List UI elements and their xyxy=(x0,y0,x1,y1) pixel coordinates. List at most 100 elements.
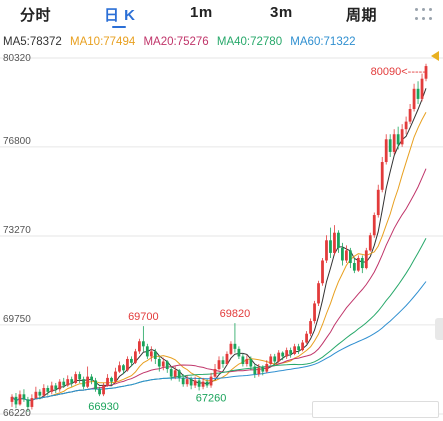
candle-body xyxy=(46,387,50,392)
candle-body xyxy=(408,109,412,122)
ma5-line xyxy=(11,88,427,402)
candle-body xyxy=(30,398,34,407)
ma40-label: MA40:72780 xyxy=(216,36,283,48)
candle-body xyxy=(233,343,237,349)
candle-body xyxy=(78,374,82,380)
candle-body xyxy=(106,377,109,386)
candle-body xyxy=(74,374,78,383)
candle-body xyxy=(229,343,233,354)
y-tick-label: 80320 xyxy=(3,53,31,64)
y-tick-label: 66220 xyxy=(3,408,31,419)
candle-body xyxy=(153,351,157,359)
candle-body xyxy=(376,189,380,216)
candle-body xyxy=(205,381,209,386)
candle-body xyxy=(98,389,101,395)
tab-1m[interactable]: 1m xyxy=(190,4,213,21)
candle-body xyxy=(237,348,241,357)
candle-body xyxy=(201,381,205,387)
candle-body xyxy=(34,391,38,399)
candle-body xyxy=(333,232,336,253)
price-annotation: 66930 xyxy=(88,401,119,413)
watermark xyxy=(312,401,439,418)
tab-daily-k[interactable]: 日 K xyxy=(104,7,136,24)
candle-body xyxy=(38,391,42,396)
candle-body xyxy=(137,341,141,352)
candle-body xyxy=(384,139,388,163)
candle-body xyxy=(301,342,304,351)
candle-body xyxy=(26,399,30,407)
candle-body xyxy=(337,232,340,248)
price-pointer-icon xyxy=(431,51,439,61)
candle-body xyxy=(424,66,428,79)
candle-body xyxy=(344,250,348,261)
tab-intraday[interactable]: 分时 xyxy=(20,7,52,24)
candle-body xyxy=(273,356,277,362)
more-grid-icon[interactable] xyxy=(415,8,435,22)
candle-body xyxy=(269,356,273,365)
candle-body xyxy=(213,369,217,377)
candle-body xyxy=(368,235,372,251)
candle-body xyxy=(341,247,344,261)
y-tick-label: 76800 xyxy=(3,136,31,147)
tab-3m[interactable]: 3m xyxy=(270,4,293,21)
candle-body xyxy=(293,346,297,354)
candle-body xyxy=(193,380,197,386)
candle-body xyxy=(372,215,376,236)
candle-body xyxy=(412,88,416,110)
candle-body xyxy=(157,358,161,367)
candle-body xyxy=(352,263,356,271)
ma10-label: MA10:77494 xyxy=(70,36,136,48)
candle-body xyxy=(54,385,58,390)
candle-body xyxy=(321,260,324,284)
candle-body xyxy=(317,283,320,304)
candle-body xyxy=(185,379,189,385)
candle-body xyxy=(134,351,137,363)
price-annotation: 67260 xyxy=(196,393,227,405)
candle-body xyxy=(165,361,169,370)
price-annotation: 80090<----- xyxy=(371,66,427,78)
candle-body xyxy=(189,379,193,386)
candle-body xyxy=(245,358,249,365)
candle-body xyxy=(110,377,113,382)
candle-body xyxy=(281,352,285,357)
candle-body xyxy=(325,240,328,261)
candle-body xyxy=(177,370,181,378)
candle-body xyxy=(416,88,420,99)
candle-body xyxy=(18,394,22,405)
candle-body xyxy=(265,364,269,372)
candle-body xyxy=(42,387,46,396)
candle-body xyxy=(225,353,229,365)
price-annotation: 69820 xyxy=(220,308,251,320)
side-scroll-handle[interactable] xyxy=(435,318,443,340)
candle-body xyxy=(396,134,400,145)
candle-body xyxy=(305,333,308,343)
candle-body xyxy=(404,121,408,130)
ma10-line xyxy=(11,112,427,402)
candle-body xyxy=(86,376,90,387)
y-tick-label: 69750 xyxy=(3,314,31,325)
candle-body xyxy=(82,379,86,387)
candle-body xyxy=(380,162,384,190)
tab-period[interactable]: 周期 xyxy=(346,7,378,24)
candle-body xyxy=(209,376,213,386)
candle-body xyxy=(130,358,133,363)
candle-body xyxy=(126,358,129,371)
candle-body xyxy=(90,376,94,381)
candle-body xyxy=(356,257,360,271)
candle-body xyxy=(22,394,26,400)
period-tabs: 分时 日 K 1m 3m 周期 xyxy=(0,0,443,30)
candle-body xyxy=(313,303,316,322)
candle-body xyxy=(197,380,201,387)
price-annotation: 69700 xyxy=(128,311,159,323)
candle-body xyxy=(181,377,185,385)
candle-body xyxy=(70,379,74,383)
candle-body xyxy=(329,240,332,253)
candle-body xyxy=(241,356,245,365)
candle-body xyxy=(257,367,261,375)
candle-body xyxy=(249,358,253,367)
candle-body xyxy=(114,371,117,382)
candle-body xyxy=(50,385,54,392)
candle-body xyxy=(420,78,424,99)
candle-body xyxy=(118,365,121,372)
